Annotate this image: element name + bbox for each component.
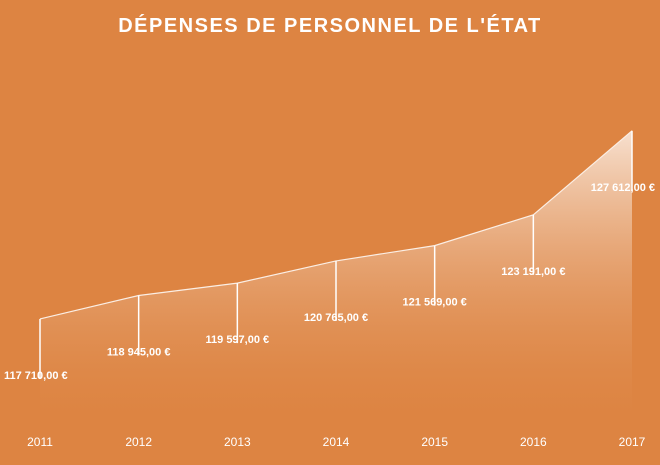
data-label-2011: 117 710,00 €: [4, 370, 68, 382]
data-label-2015: 121 569,00 €: [403, 297, 467, 309]
x-tick-2012: 2012: [125, 435, 152, 449]
x-tick-2013: 2013: [224, 435, 251, 449]
chart-container: DÉPENSES DE PERSONNEL DE L'ÉTAT 117 710,…: [0, 0, 660, 465]
chart-title: DÉPENSES DE PERSONNEL DE L'ÉTAT: [118, 14, 542, 37]
data-label-2017: 127 612,00 €: [591, 182, 655, 194]
x-tick-2017: 2017: [619, 435, 646, 449]
data-label-2014: 120 765,00 €: [304, 312, 368, 324]
data-label-2012: 118 945,00 €: [107, 347, 171, 359]
area-chart: DÉPENSES DE PERSONNEL DE L'ÉTAT 117 710,…: [0, 0, 660, 465]
data-label-2016: 123 191,00 €: [501, 266, 565, 278]
x-tick-2015: 2015: [421, 435, 448, 449]
x-tick-2014: 2014: [323, 435, 350, 449]
x-tick-2016: 2016: [520, 435, 547, 449]
plot-area: 117 710,00 € 118 945,00 € 119 597,00 € 120 …: [4, 131, 655, 449]
x-tick-2011: 2011: [27, 435, 53, 449]
data-label-2013: 119 597,00 €: [206, 334, 270, 346]
